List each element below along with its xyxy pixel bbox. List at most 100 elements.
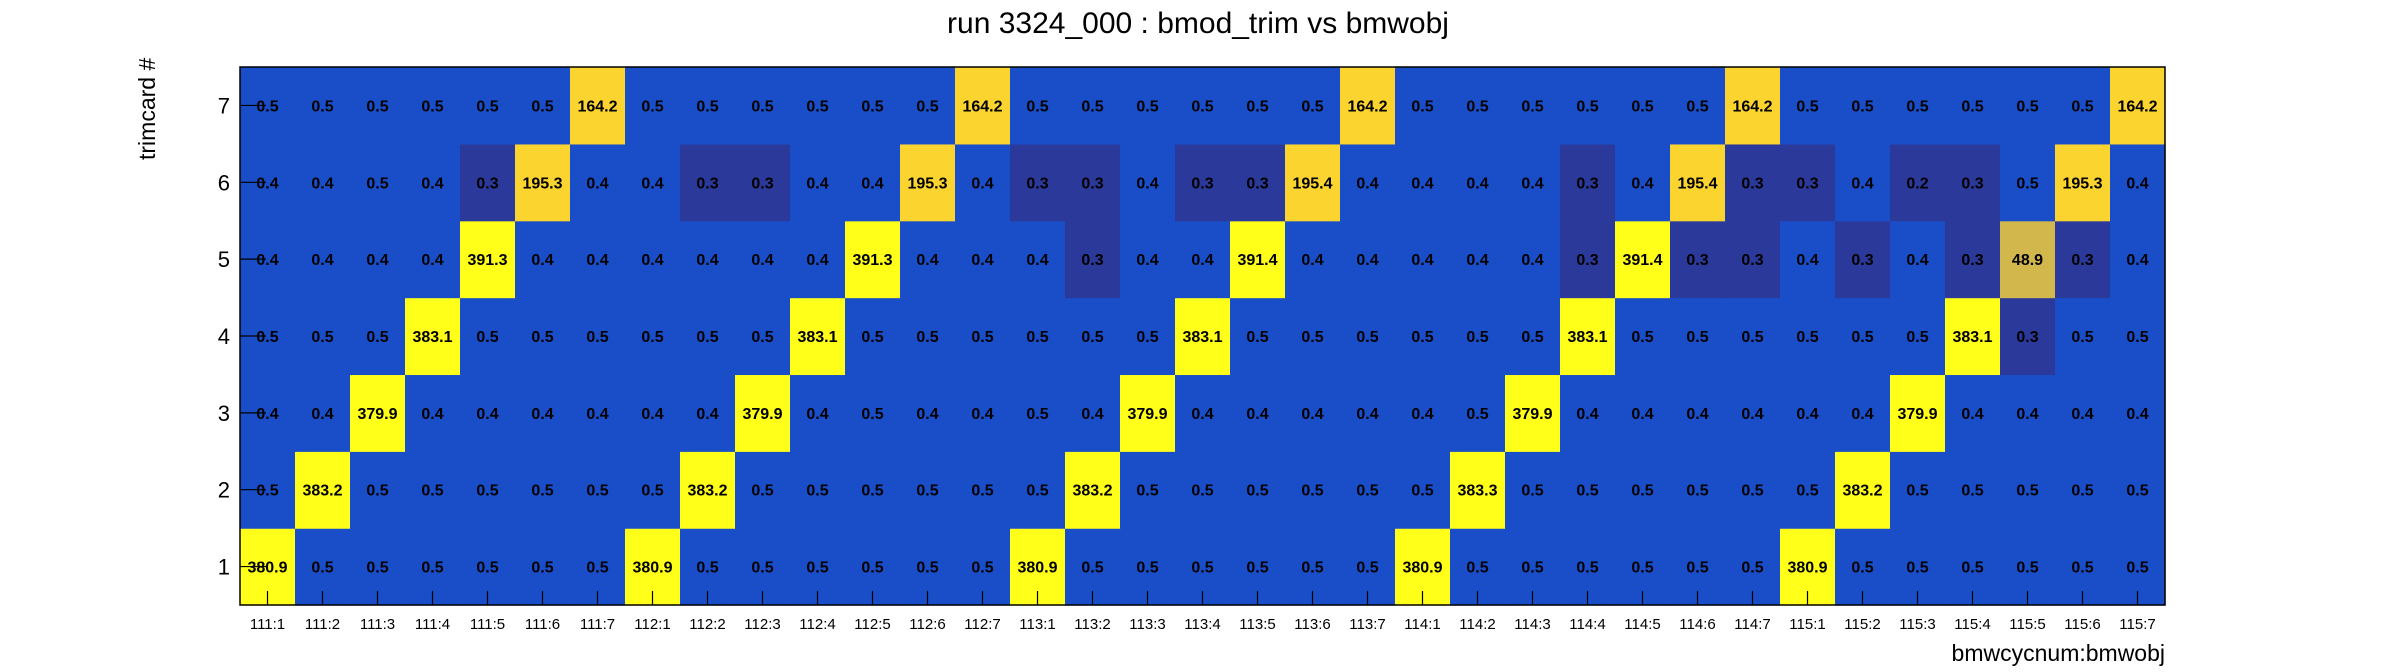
heatmap-cell: [295, 143, 351, 222]
cell-value-label: 0.5: [476, 98, 498, 115]
cell-value-label: 0.5: [1961, 98, 1983, 115]
heatmap-cell: [625, 374, 681, 452]
cell-value-label: 0.4: [641, 406, 663, 423]
y-axis-label: trimcard #: [134, 58, 160, 160]
cell-value-label: 0.5: [1466, 406, 1488, 423]
cell-value-label: 0.5: [1136, 329, 1158, 346]
cell-value-label: 379.9: [1127, 406, 1167, 423]
heatmap-cell: [845, 143, 901, 222]
cell-value-label: 0.5: [971, 329, 993, 346]
cell-value-label: 380.9: [1402, 560, 1442, 577]
heatmap-cell: [570, 297, 626, 376]
cell-value-label: 0.5: [256, 483, 278, 500]
cell-value-label: 391.3: [467, 252, 507, 269]
cell-value-label: 0.4: [1796, 252, 1818, 269]
heatmap-cell: [1010, 220, 1066, 299]
cell-value-label: 0.5: [256, 98, 278, 115]
heatmap-cell: [1725, 143, 1781, 222]
heatmap-cell: [295, 374, 351, 452]
x-tick-label: 113:3: [1129, 616, 1165, 633]
heatmap-cell: [350, 374, 406, 452]
heatmap-cell: [1450, 67, 1506, 145]
heatmap-cell: [1560, 451, 1616, 529]
y-tick-label: 4: [218, 324, 230, 349]
cell-value-label: 379.9: [1897, 406, 1937, 423]
cell-value-label: 0.5: [586, 329, 608, 346]
heatmap-cell: [1395, 143, 1451, 222]
cell-value-label: 383.1: [797, 329, 837, 346]
cell-value-label: 0.5: [1851, 560, 1873, 577]
cell-value-label: 0.4: [1026, 252, 1048, 269]
cell-value-label: 0.5: [1576, 98, 1598, 115]
x-tick-label: 111:3: [360, 616, 395, 633]
cell-value-label: 0.4: [2016, 406, 2038, 423]
cell-value-label: 0.4: [421, 406, 443, 423]
cell-value-label: 0.5: [1081, 560, 1103, 577]
heatmap-cell: [1340, 297, 1396, 376]
heatmap-cell: [1285, 297, 1341, 376]
cell-value-label: 0.4: [1851, 175, 1873, 192]
cell-value-label: 0.3: [1741, 252, 1763, 269]
heatmap-cell: [680, 374, 736, 452]
cell-value-label: 48.9: [2012, 252, 2043, 269]
heatmap-cell: [1395, 374, 1451, 452]
heatmap-cell: [955, 451, 1011, 529]
heatmap-cell: [1230, 374, 1286, 452]
heatmap-cell: [405, 143, 461, 222]
cell-value-label: 0.3: [751, 175, 773, 192]
cell-value-label: 0.5: [1191, 483, 1213, 500]
heatmap-cell: [1890, 297, 1946, 376]
cell-value-label: 195.3: [522, 175, 562, 192]
cell-value-label: 0.5: [1356, 560, 1378, 577]
x-tick-label: 113:2: [1074, 616, 1110, 633]
cell-value-label: 0.4: [971, 175, 993, 192]
cell-value-label: 0.5: [311, 560, 333, 577]
heatmap-cell: [1340, 220, 1396, 299]
heatmap-cell: [1725, 374, 1781, 452]
x-tick-label: 112:6: [909, 616, 945, 633]
heatmap-cell: [2110, 374, 2166, 452]
cell-value-label: 0.5: [1521, 329, 1543, 346]
heatmap-cell: [570, 67, 626, 145]
x-tick-label: 114:3: [1514, 616, 1550, 633]
cell-value-label: 0.3: [1246, 175, 1268, 192]
cell-value-label: 0.5: [586, 483, 608, 500]
heatmap-cell: [1890, 451, 1946, 529]
heatmap-cell: [350, 67, 406, 145]
heatmap-cell: [1945, 67, 2001, 145]
cell-value-label: 0.4: [1906, 252, 1928, 269]
cell-value-label: 0.3: [476, 175, 498, 192]
heatmap-cell: [1395, 220, 1451, 299]
cell-value-label: 0.4: [1961, 406, 1983, 423]
cell-value-label: 0.4: [2126, 406, 2148, 423]
heatmap-cell: [515, 374, 571, 452]
cell-value-label: 0.5: [1851, 329, 1873, 346]
cell-value-label: 0.3: [1686, 252, 1708, 269]
cell-value-label: 0.3: [1851, 252, 1873, 269]
heatmap-cell: [1175, 143, 1231, 222]
heatmap-cell: [405, 374, 461, 452]
heatmap-cell: [1670, 67, 1726, 145]
cell-value-label: 0.5: [1191, 560, 1213, 577]
cell-value-label: 380.9: [1017, 560, 1057, 577]
cell-value-label: 164.2: [2117, 98, 2157, 115]
cell-value-label: 0.5: [696, 329, 718, 346]
cell-value-label: 0.3: [1576, 252, 1598, 269]
heatmap-cell: [1890, 67, 1946, 145]
heatmap-cell: [735, 451, 791, 529]
heatmap-cell: [2000, 297, 2056, 376]
heatmap-cell: [405, 220, 461, 299]
heatmap-cell: [845, 67, 901, 145]
cell-value-label: 0.5: [1246, 560, 1268, 577]
cell-value-label: 379.9: [1512, 406, 1552, 423]
cell-value-label: 0.5: [1356, 329, 1378, 346]
cell-value-label: 0.4: [1246, 406, 1268, 423]
cell-value-label: 380.9: [247, 560, 287, 577]
heatmap-cell: [350, 143, 406, 222]
cell-value-label: 0.5: [1796, 329, 1818, 346]
cell-value-label: 0.5: [1026, 98, 1048, 115]
heatmap-cell: [900, 67, 956, 145]
heatmap-cell: [460, 297, 516, 376]
heatmap-cell: [1175, 67, 1231, 145]
